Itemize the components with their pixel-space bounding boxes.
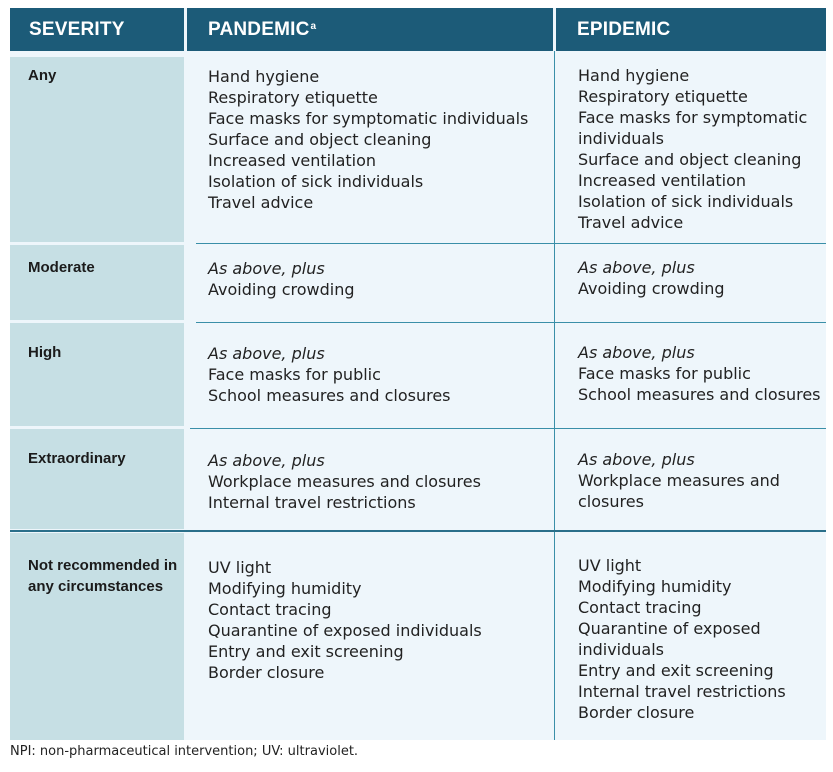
- list-item: Hand hygiene: [578, 66, 690, 85]
- pandemic-cell-moderate: As above, plus Avoiding crowding: [208, 258, 548, 300]
- list-item: Respiratory etiquette: [578, 87, 748, 106]
- severity-label: Extraordinary: [28, 450, 126, 467]
- pandemic-cell-extraordinary: As above, plus Workplace measures and cl…: [208, 450, 548, 513]
- severity-label: Any: [28, 67, 57, 84]
- list-item: Isolation of sick individuals: [578, 192, 794, 211]
- severity-cell-not-recommended: Not recommended in any circumstances: [10, 533, 184, 740]
- list-item: School measures and closures: [578, 385, 821, 404]
- npi-severity-table: SEVERITY PANDEMIC a EPIDEMIC Any Moderate…: [10, 8, 826, 740]
- list-item: Face masks for public: [208, 365, 381, 384]
- list-item: Increased ventilation: [208, 151, 377, 170]
- pandemic-cell-any: Hand hygiene Respiratory etiquette Face …: [208, 66, 548, 213]
- epidemic-cell-extraordinary: As above, plus Workplace measures and cl…: [578, 449, 824, 512]
- list-item: Face masks for symptomatic individuals: [208, 109, 529, 128]
- severity-label-line-2: any circumstances: [28, 578, 164, 595]
- severity-cell-extraordinary: Extraordinary: [10, 429, 184, 529]
- as-above-plus-label: As above, plus: [578, 450, 695, 469]
- list-item: Modifying humidity: [208, 579, 362, 598]
- list-item: Workplace measures and closures: [578, 471, 780, 511]
- row-divider-heavy: [10, 530, 826, 532]
- header-severity: SEVERITY: [10, 8, 184, 51]
- epidemic-cell-any: Hand hygiene Respiratory etiquette Face …: [578, 65, 824, 233]
- list-item: Workplace measures and closures: [208, 472, 481, 491]
- list-item: School measures and closures: [208, 386, 451, 405]
- header-pandemic-label: PANDEMIC: [208, 18, 310, 40]
- row-divider: [190, 428, 826, 429]
- severity-cell-moderate: Moderate: [10, 245, 184, 320]
- severity-label: High: [28, 344, 62, 361]
- as-above-plus-label: As above, plus: [578, 258, 695, 277]
- pandemic-cell-high: As above, plus Face masks for public Sch…: [208, 343, 548, 406]
- severity-cell-any: Any: [10, 57, 184, 242]
- list-item: Border closure: [208, 663, 325, 682]
- list-item: Entry and exit screening: [578, 661, 774, 680]
- row-divider: [196, 322, 826, 323]
- header-pandemic: PANDEMIC a: [187, 8, 553, 51]
- list-item: Internal travel restrictions: [208, 493, 416, 512]
- list-item: Contact tracing: [208, 600, 332, 619]
- list-item: Entry and exit screening: [208, 642, 404, 661]
- header-epidemic: EPIDEMIC: [556, 8, 826, 51]
- pandemic-cell-not-recommended: UV light Modifying humidity Contact trac…: [208, 557, 548, 683]
- as-above-plus-label: As above, plus: [208, 259, 325, 278]
- list-item: Quarantine of exposed individuals: [578, 619, 761, 659]
- row-divider: [196, 243, 826, 244]
- list-item: Avoiding crowding: [578, 279, 725, 298]
- header-pandemic-footnote-mark: a: [310, 21, 317, 32]
- list-item: UV light: [578, 556, 642, 575]
- header-severity-label: SEVERITY: [29, 18, 125, 40]
- list-item: Quarantine of exposed individuals: [208, 621, 482, 640]
- as-above-plus-label: As above, plus: [208, 344, 325, 363]
- epidemic-cell-high: As above, plus Face masks for public Sch…: [578, 342, 824, 405]
- list-item: Isolation of sick individuals: [208, 172, 424, 191]
- list-item: Travel advice: [578, 213, 684, 232]
- list-item: Respiratory etiquette: [208, 88, 378, 107]
- as-above-plus-label: As above, plus: [578, 343, 695, 362]
- list-item: Travel advice: [208, 193, 314, 212]
- severity-label: Moderate: [28, 259, 95, 276]
- list-item: UV light: [208, 558, 272, 577]
- list-item: Face masks for public: [578, 364, 751, 383]
- list-item: Increased ventilation: [578, 171, 747, 190]
- list-item: Internal travel restrictions: [578, 682, 786, 701]
- header-epidemic-label: EPIDEMIC: [577, 18, 671, 40]
- list-item: Face masks for symptomatic individuals: [578, 108, 808, 148]
- list-item: Border closure: [578, 703, 695, 722]
- severity-cell-high: High: [10, 323, 184, 426]
- column-divider: [554, 51, 555, 740]
- list-item: Hand hygiene: [208, 67, 320, 86]
- list-item: Surface and object cleaning: [208, 130, 432, 149]
- list-item: Avoiding crowding: [208, 280, 355, 299]
- list-item: Surface and object cleaning: [578, 150, 802, 169]
- epidemic-cell-moderate: As above, plus Avoiding crowding: [578, 257, 824, 299]
- severity-label-line-1: Not recommended in: [28, 557, 178, 574]
- as-above-plus-label: As above, plus: [208, 451, 325, 470]
- epidemic-cell-not-recommended: UV light Modifying humidity Contact trac…: [578, 555, 824, 723]
- list-item: Modifying humidity: [578, 577, 732, 596]
- table-footnote: NPI: non-pharmaceutical intervention; UV…: [10, 744, 359, 759]
- list-item: Contact tracing: [578, 598, 702, 617]
